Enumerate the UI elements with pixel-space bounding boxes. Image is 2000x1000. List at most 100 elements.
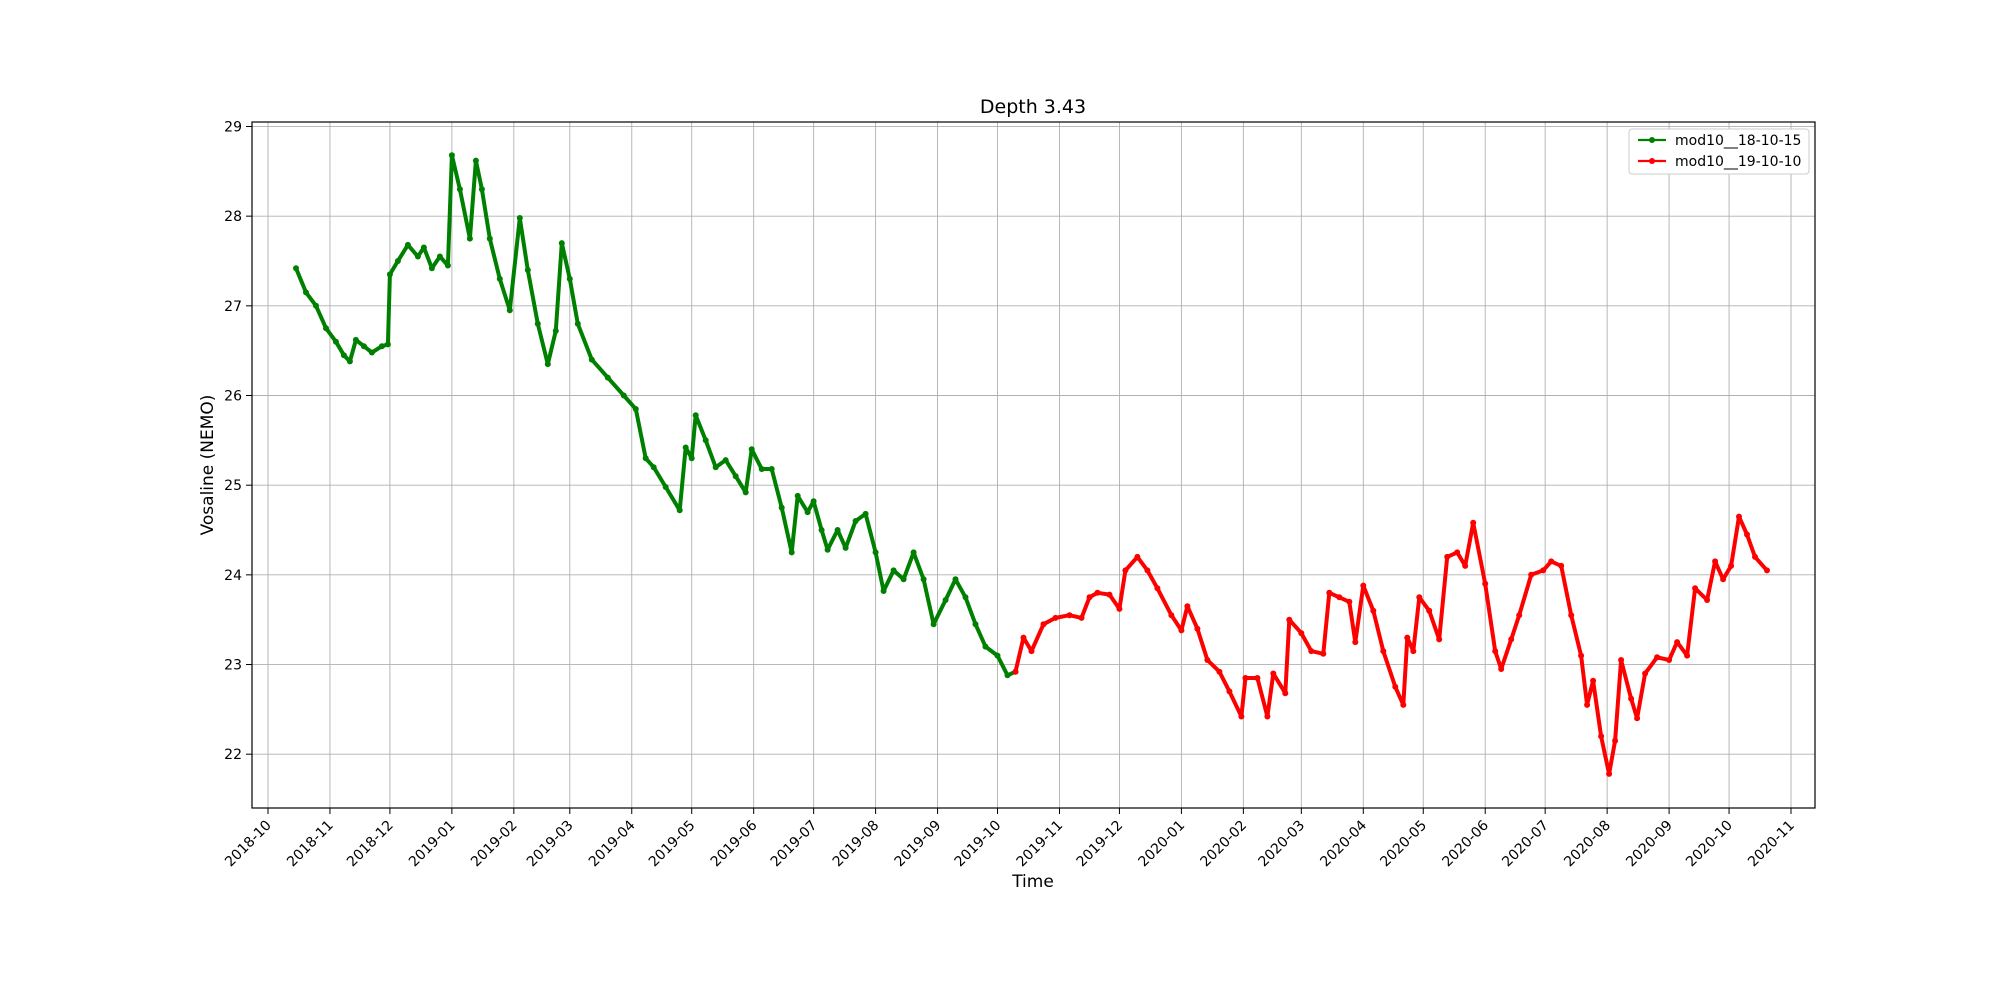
data-point — [1078, 614, 1085, 621]
data-point — [1654, 654, 1661, 661]
data-point — [360, 343, 367, 350]
data-point — [1712, 558, 1719, 565]
data-point — [852, 518, 859, 524]
data-point — [1040, 621, 1047, 628]
data-point — [466, 235, 473, 242]
data-point — [448, 152, 455, 159]
data-point — [1598, 733, 1605, 740]
data-point — [1628, 695, 1635, 702]
data-point — [436, 253, 443, 260]
data-point — [748, 446, 755, 453]
data-point — [1744, 531, 1750, 538]
data-point — [1498, 666, 1505, 672]
data-point — [1454, 549, 1461, 556]
data-point — [384, 341, 391, 348]
data-point — [1720, 576, 1727, 583]
data-point — [566, 275, 573, 282]
data-point — [1216, 668, 1223, 675]
data-point — [1528, 571, 1535, 578]
data-point — [1106, 591, 1113, 598]
series-2 — [1012, 513, 1770, 777]
data-point — [1270, 670, 1277, 677]
data-point — [404, 241, 411, 248]
data-point — [1482, 580, 1489, 587]
grid — [252, 122, 1815, 808]
data-point — [758, 466, 765, 472]
data-point — [818, 527, 825, 533]
data-point — [346, 358, 353, 365]
x-axis-label: Time — [1011, 872, 1054, 892]
data-point — [942, 597, 949, 603]
data-point — [1320, 650, 1327, 657]
y-axis-label: Vosaline (NEMO) — [198, 395, 218, 536]
data-point — [982, 643, 989, 650]
data-point — [588, 356, 595, 363]
data-point — [1144, 567, 1151, 574]
legend-label: mod10__18-10-15 — [1675, 133, 1801, 149]
data-point — [972, 621, 979, 628]
data-point — [1012, 668, 1019, 675]
data-point — [332, 338, 339, 345]
data-point — [293, 265, 299, 272]
data-point — [378, 343, 385, 350]
data-point — [1282, 690, 1289, 697]
data-point — [1404, 634, 1411, 641]
data-point — [1584, 701, 1591, 708]
data-point — [642, 455, 649, 462]
data-point — [1286, 616, 1293, 623]
data-point — [1416, 594, 1423, 601]
data-point — [788, 549, 795, 556]
y-tick-label: 25 — [224, 478, 242, 494]
legend-swatch-marker — [1649, 158, 1655, 164]
legend-swatch-marker — [1649, 137, 1655, 143]
data-point — [1508, 636, 1515, 643]
data-point — [552, 327, 559, 334]
series-1 — [293, 152, 1019, 679]
data-point — [1618, 657, 1625, 663]
data-point — [1704, 597, 1711, 603]
data-point — [1370, 607, 1377, 614]
legend-frame — [1628, 128, 1810, 175]
data-point — [688, 455, 695, 462]
data-point — [810, 498, 817, 505]
data-point — [1692, 585, 1699, 592]
data-point — [1578, 652, 1585, 659]
data-point — [1308, 648, 1315, 655]
data-point — [632, 406, 639, 412]
data-point — [1242, 675, 1249, 681]
legend: mod10__18-10-15 mod10__19-10-10 — [1628, 128, 1810, 175]
data-point — [1444, 553, 1451, 560]
data-point — [742, 489, 749, 496]
data-point — [1360, 582, 1367, 589]
data-point — [420, 244, 427, 251]
y-tick-label: 29 — [224, 119, 242, 135]
data-point — [1336, 594, 1343, 601]
data-point — [478, 186, 485, 193]
data-point — [1184, 603, 1191, 610]
data-point — [1226, 688, 1233, 695]
data-point — [1380, 648, 1387, 655]
data-point — [1548, 558, 1555, 565]
data-point — [574, 320, 581, 327]
data-point — [1194, 625, 1201, 632]
data-point — [444, 262, 451, 269]
data-point — [303, 289, 309, 296]
data-point — [1178, 627, 1185, 634]
data-point — [1254, 675, 1261, 681]
data-point — [712, 464, 719, 471]
data-point — [1094, 589, 1101, 596]
data-point — [1122, 567, 1129, 574]
data-point — [1436, 636, 1443, 643]
data-point — [1326, 589, 1333, 596]
y-axis: 22 23 24 25 26 27 28 29 — [224, 119, 252, 763]
data-point — [994, 652, 1001, 659]
data-point — [1134, 553, 1141, 560]
data-point — [1004, 672, 1011, 679]
data-point — [794, 492, 801, 499]
data-point — [1410, 648, 1417, 655]
data-point — [1634, 715, 1641, 722]
data-point — [1558, 562, 1565, 569]
data-point — [824, 546, 831, 553]
y-tick-label: 24 — [224, 568, 242, 584]
data-point — [842, 544, 849, 551]
